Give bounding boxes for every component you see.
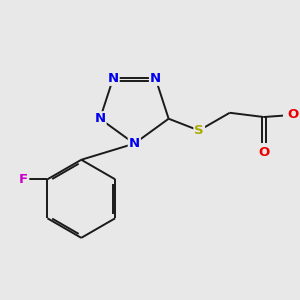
- Text: O: O: [288, 108, 299, 122]
- Text: O: O: [258, 146, 269, 159]
- Text: S: S: [194, 124, 204, 137]
- Text: N: N: [129, 137, 140, 150]
- Text: N: N: [108, 72, 119, 85]
- Text: F: F: [19, 173, 28, 186]
- Text: N: N: [150, 72, 161, 85]
- Text: N: N: [94, 112, 106, 125]
